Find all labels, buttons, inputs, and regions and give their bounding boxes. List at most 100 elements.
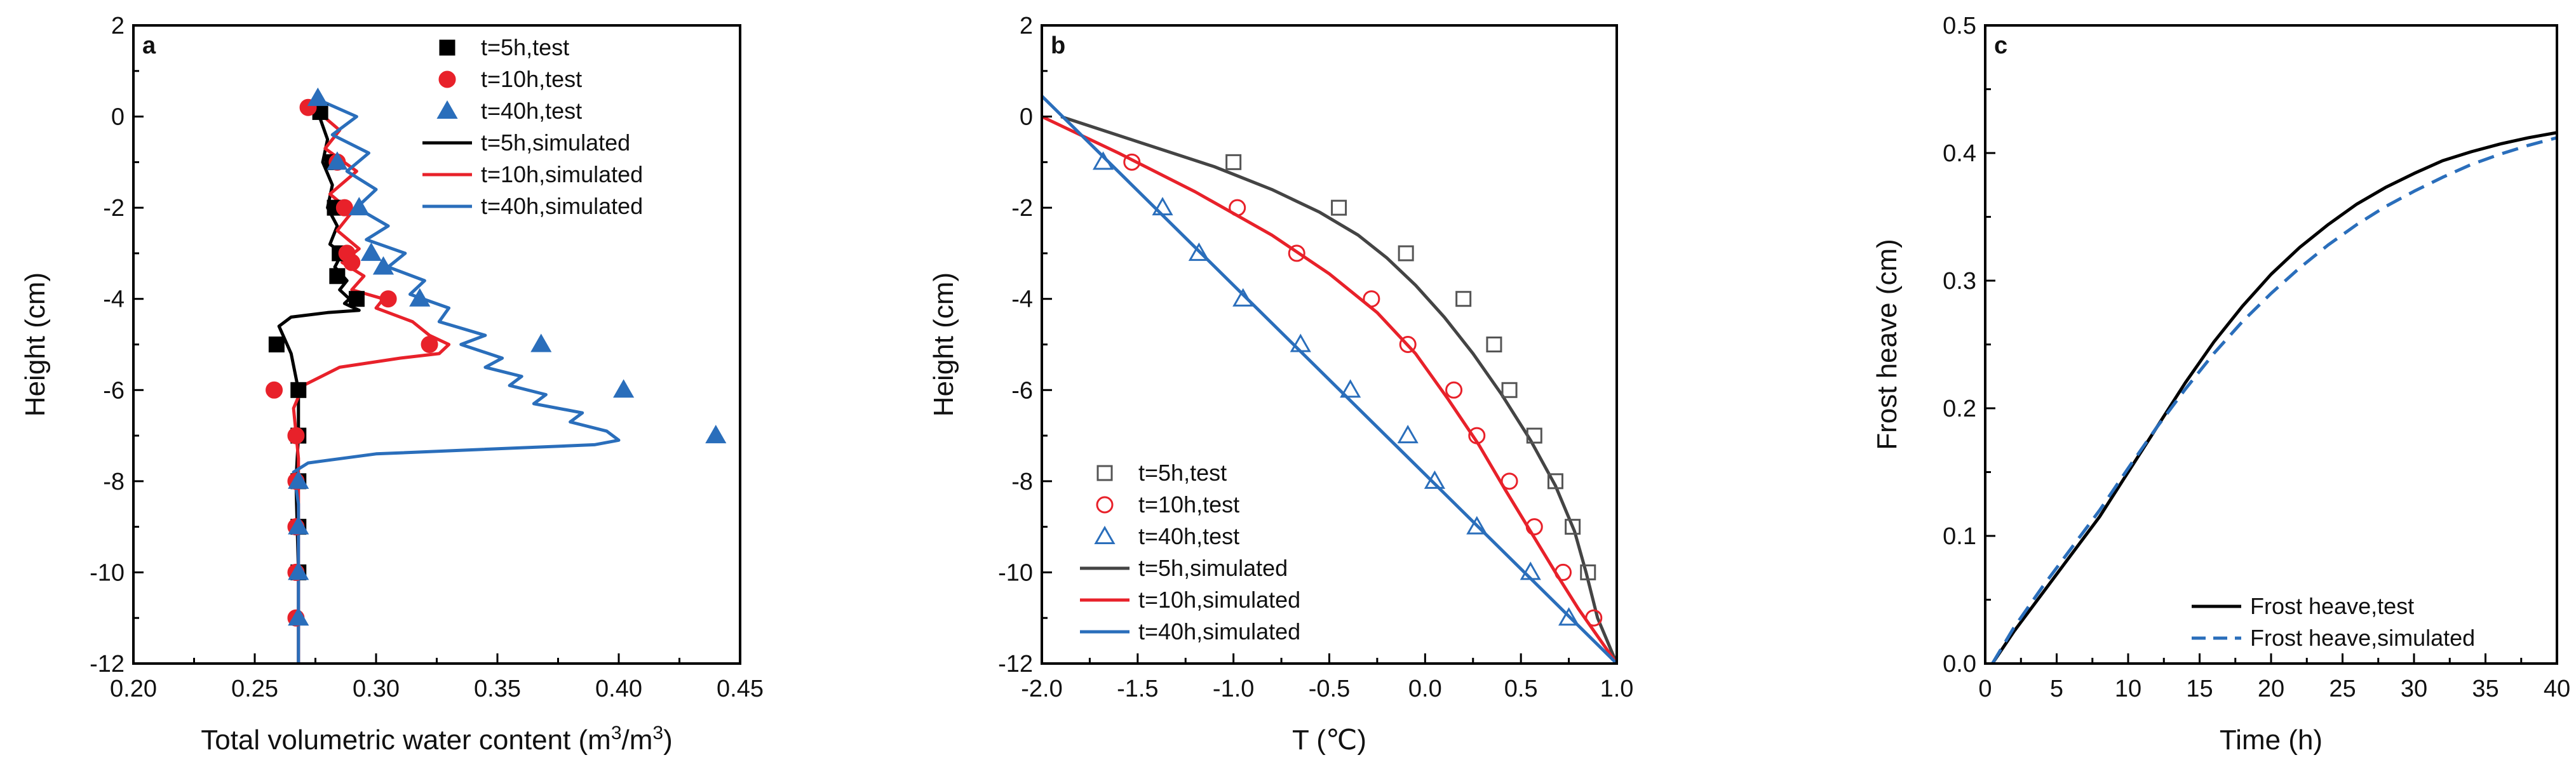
x-tick-label: 0.45 [717, 676, 764, 702]
x-axis-title: Time (h) [2220, 724, 2323, 756]
data-point [343, 253, 361, 271]
y-tick-label: -4 [103, 286, 125, 313]
data-point [288, 607, 309, 626]
y-tick-label: 0.1 [1943, 523, 1976, 550]
x-axis-title-part [570, 724, 578, 756]
y-tick-label: -2 [103, 195, 125, 222]
series-line-t-40h-simulated [1042, 95, 1617, 664]
data-point [288, 561, 309, 580]
x-axis-title-part: (m [579, 724, 611, 756]
data-point [266, 381, 283, 399]
legend-swatch-marker [1096, 496, 1114, 514]
data-point [1554, 563, 1572, 581]
x-tick-label: 0.20 [110, 676, 157, 702]
x-axis-title-part: Total volumetric water content [201, 724, 570, 756]
y-tick-label: -10 [90, 559, 125, 586]
legend: Frost heave,test Frost heave,simulated [2192, 593, 2475, 651]
panel-c: 0 5 10 15 20 25 30 35 40 0.0 0.1 0.2 0.3 0.4 0.5 c Frost… [1871, 13, 2570, 756]
data-point [1500, 472, 1518, 490]
y-tick-label: 0 [1020, 104, 1033, 131]
panel-b: -2.0 -1.5 -1.0 -0.5 0.0 0.5 1.0 2 0 -2 -4 -6 -8 -10 -1… [928, 13, 1633, 756]
x-tick-label: 15 [2186, 676, 2213, 702]
data-point [348, 291, 365, 307]
x-tick-label: -2.0 [1021, 676, 1062, 702]
y-tick-label: -12 [90, 651, 125, 678]
data-point [1092, 151, 1114, 170]
data-point [1585, 609, 1603, 627]
legend-swatch-marker [438, 70, 456, 88]
series-line-frost-heave-simulated [1991, 136, 2557, 664]
x-tick-label: 0.25 [231, 676, 278, 702]
x-axis-title-part: /m [622, 724, 653, 756]
x-tick-label: 0.35 [474, 676, 521, 702]
data-point [1123, 153, 1141, 171]
data-point [1558, 607, 1580, 626]
x-tick-label: 20 [2258, 676, 2284, 702]
x-tick-label: 40 [2544, 676, 2570, 702]
y-axis-title: Frost heave (cm) [1871, 239, 1903, 450]
legend-label: t=10h,simulated [481, 161, 643, 187]
y-tick-label: -4 [1011, 286, 1033, 313]
legend-label: t=5h,simulated [1138, 555, 1288, 581]
series-line-t-10h-simulated [292, 106, 451, 664]
data-point [307, 87, 328, 106]
y-tick-label: -6 [1011, 377, 1033, 404]
data-point [348, 197, 370, 216]
data-point [1445, 381, 1463, 399]
legend-label: t=5h,test [1138, 460, 1227, 486]
data-point [1424, 470, 1446, 489]
legend-label: Frost heave,test [2250, 593, 2414, 619]
legend-label: t=40h,simulated [1138, 618, 1300, 644]
data-point [1188, 242, 1210, 261]
legend: t=5h,test t=10h,test t=40h,test t=5h,simula… [1080, 460, 1300, 644]
legend-label: t=40h,test [1138, 523, 1239, 549]
y-tick-label: 0.5 [1943, 13, 1976, 39]
data-point [1547, 473, 1563, 490]
data-point [1152, 197, 1173, 216]
legend-swatch-marker [1096, 465, 1113, 481]
data-point [1501, 382, 1518, 398]
data-point [327, 151, 348, 170]
series-line-frost-heave-test [1991, 131, 2557, 664]
data-point [287, 427, 305, 444]
legend-label: t=10h,test [481, 66, 582, 92]
x-tick-label: -1.0 [1213, 676, 1254, 702]
panel-a: 0.20 0.25 0.30 0.35 0.40 0.45 2 0 -2 -4 -6 -8 -10 -12… [20, 13, 764, 756]
series-line-t-10h-simulated [1042, 115, 1617, 664]
x-axis-title-superscript: 3 [611, 723, 622, 744]
data-point [335, 199, 353, 217]
x-tick-label: 10 [2115, 676, 2141, 702]
x-tick-label: 0.5 [1504, 676, 1538, 702]
x-tick-label: -0.5 [1309, 676, 1350, 702]
data-point [329, 268, 346, 284]
plot-area [1991, 131, 2557, 664]
y-tick-label: 0 [111, 104, 125, 131]
data-point [421, 336, 438, 353]
x-tick-label: 5 [2050, 676, 2063, 702]
series-line-t-5h-simulated [1060, 115, 1617, 664]
x-tick-label: 35 [2472, 676, 2498, 702]
y-axis-title: Height (cm) [20, 272, 51, 417]
y-tick-label: -12 [998, 651, 1033, 678]
x-tick-label: 30 [2401, 676, 2427, 702]
y-tick-label: 2 [111, 13, 125, 39]
x-tick-label: 1.0 [1600, 676, 1634, 702]
data-point [1399, 336, 1417, 353]
data-point [288, 470, 309, 489]
data-point [360, 242, 382, 261]
data-point [1525, 518, 1543, 536]
data-point [1468, 427, 1486, 444]
x-axis-title: Total volumetric water content (m3/m3) [201, 723, 673, 756]
data-point [1225, 154, 1242, 170]
x-axis-title-superscript: 3 [652, 723, 663, 744]
y-tick-label: -8 [103, 469, 125, 495]
data-point [530, 333, 552, 352]
data-point [268, 337, 285, 352]
y-tick-label: 0.0 [1943, 651, 1976, 678]
plot-frame [1984, 24, 2558, 665]
x-axis-title-part: ) [663, 724, 673, 756]
data-point [1466, 516, 1488, 535]
data-point [1455, 291, 1472, 307]
panel-label: b [1051, 32, 1065, 59]
